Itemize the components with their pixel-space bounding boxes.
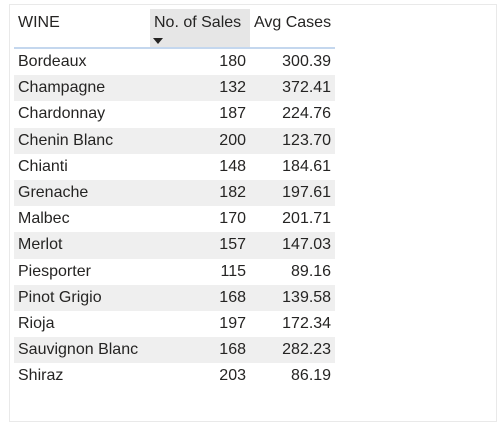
avg-cases-cell: 197.61 — [250, 179, 336, 207]
table-row[interactable]: Chardonnay 187 224.76 — [14, 101, 335, 127]
table-row[interactable]: Bordeaux 180 300.39 — [14, 48, 335, 75]
sort-descending-icon[interactable] — [153, 38, 163, 44]
sales-cell: 168 — [150, 284, 250, 311]
column-header-avg-cases[interactable]: Avg Cases — [250, 9, 336, 49]
wine-cell: Bordeaux — [18, 53, 87, 71]
wine-cell: Piesporter — [18, 262, 91, 280]
avg-cases-cell: 147.03 — [250, 232, 336, 259]
table-visual: WINE No. of Sales Avg Cases Bordeaux 180 3… — [9, 4, 497, 422]
avg-cases-cell: 282.23 — [250, 337, 336, 364]
table-row[interactable]: Shiraz 203 86.19 — [14, 363, 335, 389]
wine-cell: Champagne — [14, 75, 150, 102]
table-row[interactable]: Champagne 132 372.41 — [14, 75, 336, 102]
sales-cell: 197 — [219, 314, 246, 332]
table-row[interactable]: Malbec 170 201.71 — [14, 206, 335, 232]
table-row[interactable]: Rioja 197 172.34 — [14, 311, 335, 337]
sales-cell: 180 — [219, 53, 246, 71]
wine-cell: Sauvignon Blanc — [14, 337, 150, 364]
sales-cell: 203 — [219, 367, 246, 385]
avg-cases-cell: 123.70 — [250, 127, 336, 154]
wine-cell: Grenache — [14, 179, 150, 207]
table-row[interactable]: Pinot Grigio 168 139.58 — [14, 284, 336, 311]
column-header-label: No. of Sales — [154, 14, 242, 31]
wine-cell: Rioja — [18, 314, 55, 332]
wine-cell: Merlot — [14, 232, 150, 259]
wine-cell: Pinot Grigio — [14, 284, 150, 311]
column-header-wine[interactable]: WINE — [14, 9, 150, 49]
header-row: WINE No. of Sales Avg Cases — [14, 9, 336, 49]
avg-cases-cell: 139.58 — [250, 284, 336, 311]
sales-cell: 157 — [150, 232, 250, 259]
wine-cell: Chardonnay — [18, 105, 106, 123]
sales-cell: 182 — [150, 179, 250, 207]
avg-cases-cell: 172.34 — [282, 314, 332, 332]
sales-cell: 168 — [150, 337, 250, 364]
avg-cases-cell: 184.61 — [282, 157, 332, 175]
sales-cell: 148 — [219, 157, 246, 175]
wine-cell: Shiraz — [18, 367, 64, 385]
wine-cell: Malbec — [18, 210, 70, 228]
avg-cases-cell: 224.76 — [282, 105, 332, 123]
table-row[interactable]: Piesporter 115 89.16 — [14, 259, 335, 285]
avg-cases-cell: 86.19 — [291, 367, 332, 385]
avg-cases-cell: 201.71 — [282, 210, 332, 228]
table-row[interactable]: Chianti 148 184.61 — [14, 154, 335, 180]
sales-cell: 187 — [219, 105, 246, 123]
avg-cases-cell: 372.41 — [250, 75, 336, 102]
column-header-no-of-sales[interactable]: No. of Sales — [150, 9, 250, 49]
sales-cell: 170 — [219, 210, 246, 228]
wine-sales-table: WINE No. of Sales Avg Cases Bordeaux 180 3… — [14, 9, 336, 389]
table-body: Bordeaux 180 300.39 Champagne 132 372.41 Chard… — [14, 48, 336, 389]
avg-cases-cell: 300.39 — [282, 53, 332, 71]
sales-cell: 200 — [150, 127, 250, 154]
sales-cell: 115 — [220, 262, 246, 280]
wine-cell: Chenin Blanc — [14, 127, 150, 154]
table-row[interactable]: Sauvignon Blanc 168 282.23 — [14, 337, 336, 364]
table-row[interactable]: Grenache 182 197.61 — [14, 179, 336, 207]
table-row[interactable]: Chenin Blanc 200 123.70 — [14, 127, 336, 154]
table-row[interactable]: Merlot 157 147.03 — [14, 232, 336, 259]
wine-cell: Chianti — [18, 157, 68, 175]
avg-cases-cell: 89.16 — [291, 262, 332, 280]
sales-cell: 132 — [150, 75, 250, 102]
